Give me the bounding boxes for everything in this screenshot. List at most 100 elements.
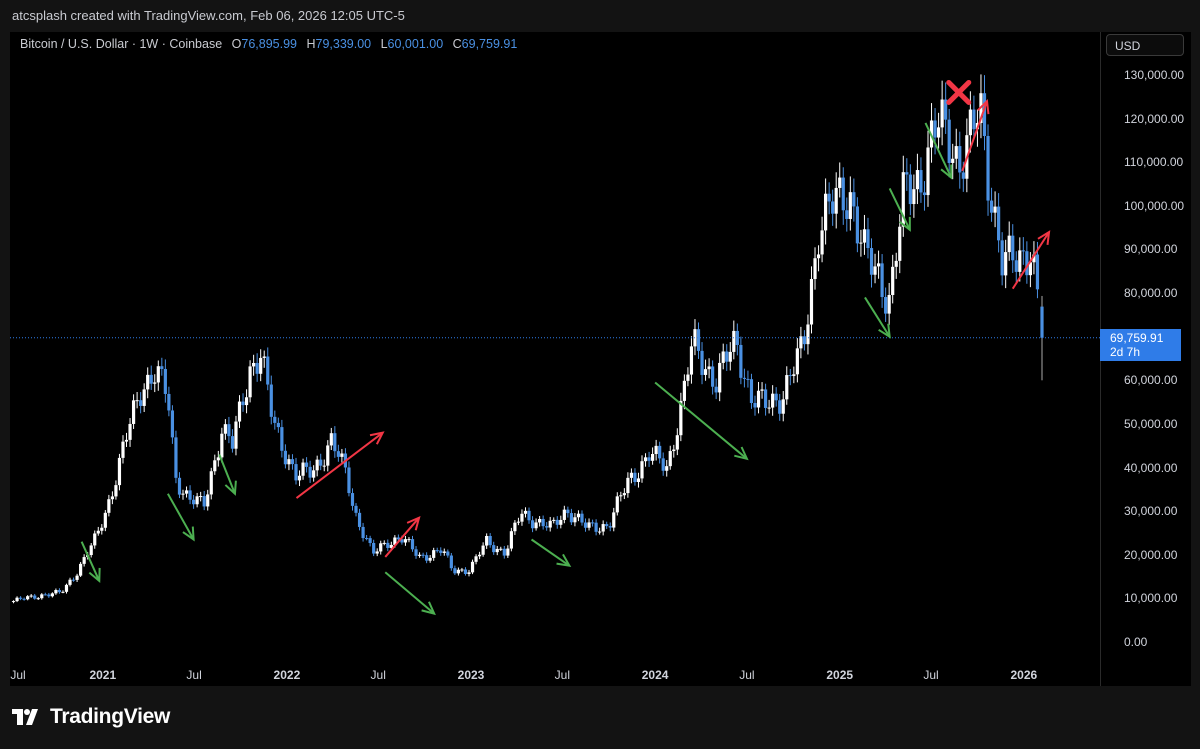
candle-body (400, 539, 404, 543)
candle-body (912, 189, 916, 205)
candle-body (781, 399, 785, 414)
candle-body (312, 470, 316, 478)
candle-body (760, 389, 764, 391)
candle-body (350, 493, 355, 506)
candle-body (718, 362, 722, 393)
candle-body (79, 563, 83, 576)
candle-body (887, 294, 891, 314)
green-arrow-head (224, 480, 237, 496)
candle-body (361, 526, 365, 539)
candle-body (732, 330, 736, 352)
red-arrow (384, 517, 420, 558)
candle-body (209, 471, 213, 495)
candle-body (96, 530, 100, 534)
candle-body (234, 421, 238, 449)
candle-body (227, 424, 231, 437)
candle-body (372, 542, 376, 554)
close-value: 69,759.91 (461, 37, 518, 51)
time-tick-label: Jul (554, 668, 570, 682)
candle-body (587, 522, 591, 528)
candle-body (266, 356, 270, 385)
green-arrow (384, 571, 435, 615)
candle-body (792, 374, 796, 376)
price-tick-label: 0.00 (1124, 635, 1148, 649)
candle-body (128, 423, 132, 440)
candle-body (386, 542, 390, 548)
candle-body (658, 445, 662, 459)
candle-body (880, 263, 884, 298)
candle-body (940, 99, 944, 128)
candle-body (972, 109, 976, 130)
candle-body (1000, 240, 1004, 276)
candle-body (905, 172, 909, 175)
candle-body (82, 557, 86, 564)
tradingview-logo: TradingView (12, 705, 170, 729)
candle-body (216, 457, 220, 461)
candle-body (273, 416, 277, 423)
candle-body (421, 554, 425, 556)
close-label: C (452, 37, 462, 51)
currency-button[interactable]: USD (1106, 34, 1184, 56)
candle-body (435, 550, 439, 552)
candle-body (523, 510, 528, 514)
candle-body (230, 436, 235, 449)
chart-pane[interactable] (10, 32, 1100, 686)
candle-body (495, 548, 499, 553)
candle-body (951, 158, 955, 163)
candle-body (375, 551, 379, 554)
candle-body (767, 407, 771, 409)
candle-body (576, 513, 581, 518)
candle-body (485, 535, 489, 546)
candle-body (255, 362, 259, 374)
candle-body (679, 400, 683, 436)
red-arrow (1011, 231, 1050, 290)
candle-body (61, 591, 65, 593)
price-tick-label: 100,000.00 (1124, 198, 1185, 213)
candle-body (304, 462, 309, 467)
credit-text: atcsplash created with TradingView.com, … (12, 8, 405, 23)
candle-body (958, 146, 962, 173)
candle-body (898, 226, 902, 261)
candle-body (594, 522, 598, 532)
candle-body (901, 172, 905, 227)
red-arrow-head (406, 515, 421, 531)
candle-body (283, 450, 288, 465)
candle-body (297, 475, 302, 481)
last-candle-body (1040, 306, 1044, 338)
price-tick-label: 50,000.00 (1124, 416, 1178, 431)
candle-body (1021, 250, 1025, 252)
candle-body (640, 461, 644, 479)
candle-body (661, 458, 665, 471)
candle-body (269, 384, 273, 417)
candle-body (672, 449, 676, 452)
candle-body (379, 543, 383, 552)
candle-body (608, 526, 612, 528)
candle-body (763, 389, 768, 408)
candle-body (622, 493, 626, 496)
price-tick-label: 110,000.00 (1124, 155, 1184, 170)
candle-body (689, 346, 694, 375)
candle-body (753, 403, 757, 408)
candle-body (605, 524, 609, 527)
candle-body (590, 522, 595, 524)
candle-body (139, 400, 143, 406)
candle-body (884, 297, 888, 314)
candle-body (866, 229, 870, 249)
candle-body (18, 597, 23, 599)
candle-body (788, 375, 792, 377)
candle-body (121, 441, 125, 458)
candle-body (382, 542, 386, 544)
candle-body (481, 545, 485, 555)
candle-body (947, 119, 951, 163)
time-tick-label: 2024 (641, 668, 669, 682)
candle-body (838, 177, 842, 188)
candle-body (1007, 235, 1011, 253)
candle-body (982, 93, 987, 137)
candle-body (170, 410, 175, 438)
candle-body (530, 520, 535, 529)
candle-body (477, 554, 482, 557)
candle-body (506, 548, 510, 556)
candle-body (869, 248, 874, 275)
candle-body (675, 435, 679, 450)
candle-body (460, 569, 464, 571)
